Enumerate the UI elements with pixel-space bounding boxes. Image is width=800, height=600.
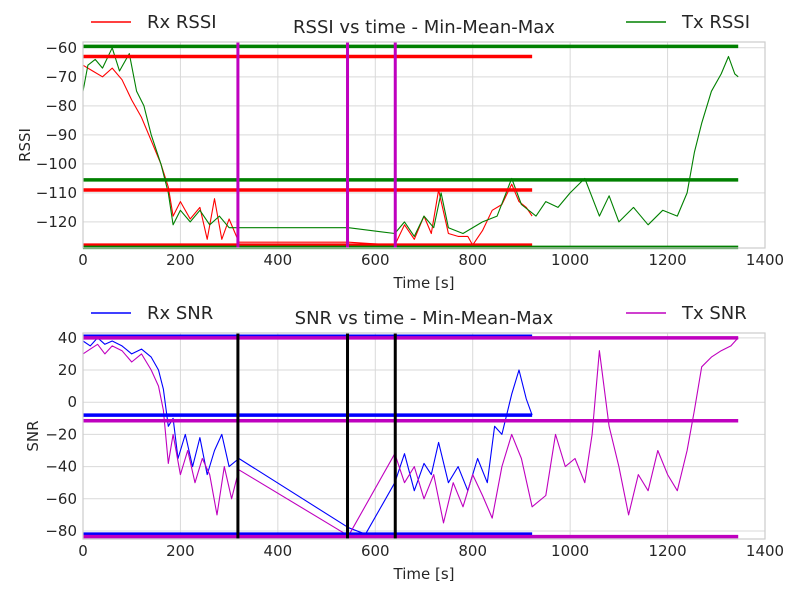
snr-y-tick-label: −80 [45,522,77,540]
rssi-y-axis-label: RSSI [16,128,34,162]
snr-plot-area [83,333,765,539]
rssi-y-tick-label: −100 [36,155,77,173]
rssi-x-tick-label: 1200 [648,251,686,269]
snr-x-tick-label: 1000 [551,542,589,560]
snr-chart: 0 200 400 600 800 1000 1200 140040200−20−40−60−… [24,303,784,583]
snr-x-tick-label: 600 [361,542,390,560]
snr-chart-title: SNR vs time - Min-Mean-Max [295,308,554,329]
rssi-x-tick-label: 400 [264,251,293,269]
snr-x-tick-label: 400 [264,542,293,560]
snr-legend-label: Rx SNR [147,303,213,324]
rssi-y-tick-label: −90 [45,126,77,144]
snr-series-rx-line [82,337,533,535]
snr-legend-label: Tx SNR [681,303,747,324]
snr-y-tick-label: 40 [58,329,77,347]
rssi-chart-title: RSSI vs time - Min-Mean-Max [293,17,555,38]
snr-y-tick-label: −40 [45,458,77,476]
rssi-x-tick-label: 0 [78,251,88,269]
snr-series-tx-line [82,337,739,537]
rssi-x-tick-label: 1400 [746,251,784,269]
snr-y-tick-label: 0 [67,393,77,411]
rssi-legend-tx: Tx RSSI [626,12,750,33]
rssi-x-tick-label: 600 [361,251,390,269]
snr-x-tick-label: 200 [166,542,195,560]
snr-x-axis-label: Time [s] [393,565,455,583]
snr-axes-frame [82,332,766,540]
snr-y-tick-label: −60 [45,490,77,508]
rssi-x-tick-label: 800 [458,251,487,269]
snr-grid [82,333,766,539]
rssi-series-tx-line [82,47,739,237]
snr-x-tick-label: 800 [458,542,487,560]
rssi-y-tick-label: −70 [45,68,77,86]
rssi-axes-frame [82,41,766,249]
rssi-chart: 0 200 400 600 800 1000 1200 1400 −60 −70 −80 −90 −10… [16,12,784,292]
snr-legend-tx: Tx SNR [626,303,747,324]
rssi-y-tick-label: −120 [36,213,77,231]
snr-y-tick-label: 20 [58,361,77,379]
rssi-legend-label: Tx RSSI [681,12,750,33]
rssi-legend-rx: Rx RSSI [91,12,217,33]
rssi-legend-label: Rx RSSI [147,12,217,33]
rssi-y-tick-label: −60 [45,39,77,57]
snr-x-tick-label: 1200 [648,542,686,560]
snr-y-axis-label: SNR [24,420,42,451]
snr-x-tick-label: 1400 [746,542,784,560]
snr-legend-rx: Rx SNR [91,303,213,324]
snr-y-tick-label: −20 [45,425,77,443]
rssi-y-tick-label: −80 [45,97,77,115]
rssi-x-tick-label: 200 [166,251,195,269]
snr-x-tick-label: 0 [78,542,88,560]
rssi-y-tick-label: −110 [36,184,77,202]
rssi-x-tick-label: 1000 [551,251,589,269]
rssi-x-axis-label: Time [s] [393,274,455,292]
